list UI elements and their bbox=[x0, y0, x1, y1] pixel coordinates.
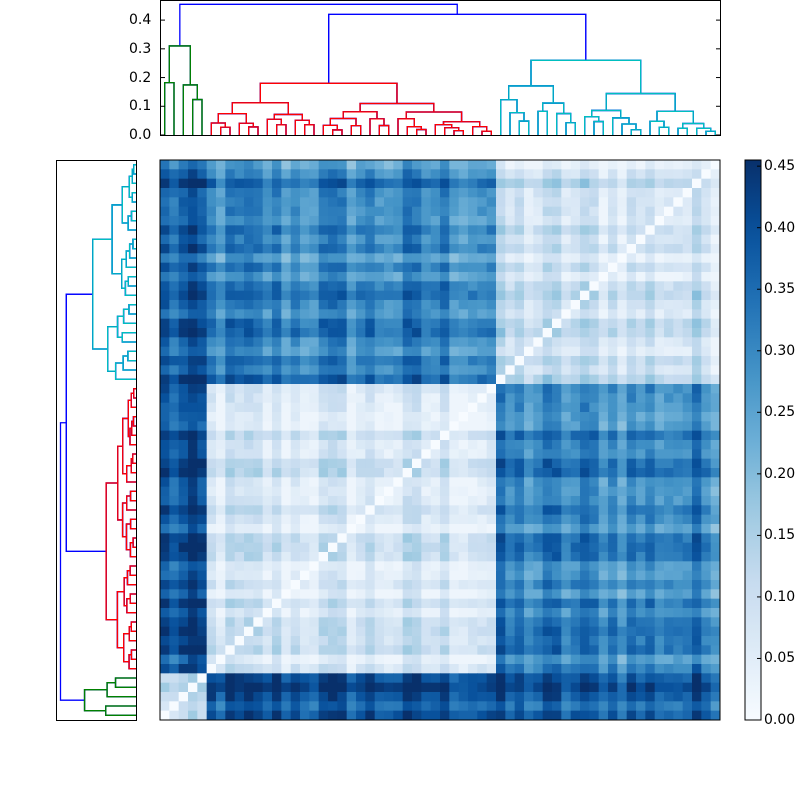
top-dendrogram-ytick-label: 0.0 bbox=[129, 127, 152, 143]
top-dendrogram-ytick-label: 0.1 bbox=[129, 98, 152, 115]
top-dendrogram-ytick-label: 0.2 bbox=[129, 69, 152, 86]
colorbar-tick-label: 0.30 bbox=[764, 342, 796, 359]
colorbar-tick-label: 0.25 bbox=[764, 404, 796, 421]
colorbar-tick-label: 0.15 bbox=[764, 527, 796, 544]
colorbar-tick-label: 0.40 bbox=[764, 219, 796, 236]
top-dendrogram-ytick-label: 0.4 bbox=[129, 12, 152, 29]
colorbar-tick-label: 0.35 bbox=[764, 281, 796, 298]
colorbar-tick-label: 0.00 bbox=[764, 712, 796, 728]
top-dendrogram-panel bbox=[160, 0, 721, 136]
heatmap-cells bbox=[160, 160, 721, 721]
left-dendrogram-panel bbox=[56, 160, 137, 721]
top-dendrogram-ytick-label: 0.3 bbox=[129, 40, 152, 57]
colorbar-tick-label: 0.45 bbox=[764, 158, 796, 175]
colorbar-tick-label: 0.20 bbox=[764, 465, 796, 482]
colorbar-tick-label: 0.10 bbox=[764, 588, 796, 605]
colorbar-tick-label: 0.05 bbox=[764, 650, 796, 667]
